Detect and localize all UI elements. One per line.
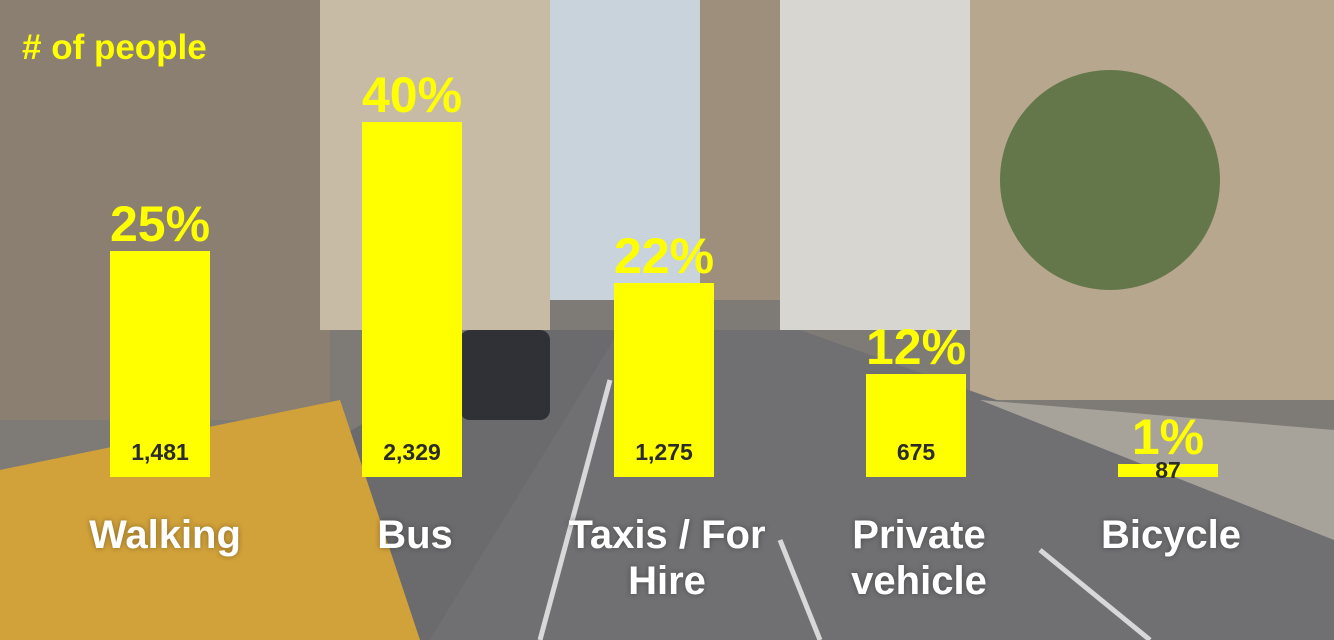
value-label: 1,481 [131, 439, 189, 465]
bar [866, 374, 966, 477]
value-label: 87 [1155, 457, 1181, 483]
value-label: 1,275 [635, 439, 693, 465]
category-label: Private vehicle [851, 513, 987, 603]
share-label: 40% [361, 66, 463, 123]
value-label: 2,329 [383, 439, 441, 465]
share-label: 12% [865, 319, 967, 376]
category-label: Walking [89, 513, 241, 557]
category-label: Bicycle [1100, 513, 1242, 557]
bar [362, 121, 462, 477]
share-label: 22% [613, 227, 715, 284]
bar [110, 251, 210, 477]
value-label: 675 [896, 439, 936, 465]
bar [614, 282, 714, 477]
category-label: Bus [377, 513, 453, 557]
category-label: Taxis / For Hire [568, 513, 766, 603]
share-label: 1% [1131, 408, 1205, 465]
chart-title: # of people [22, 28, 207, 67]
share-label: 25% [109, 196, 211, 253]
bar [1118, 463, 1218, 477]
